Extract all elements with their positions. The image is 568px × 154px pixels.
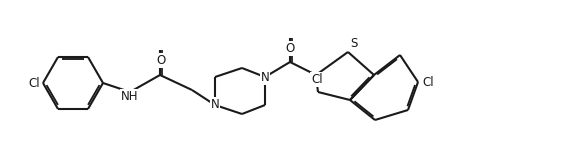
Text: NH: NH: [121, 90, 139, 103]
Text: O: O: [156, 54, 166, 67]
Text: S: S: [350, 37, 357, 50]
Text: O: O: [285, 42, 295, 55]
Text: N: N: [211, 99, 219, 111]
Text: Cl: Cl: [28, 77, 40, 89]
Text: Cl: Cl: [311, 73, 323, 86]
Text: Cl: Cl: [422, 75, 433, 89]
Text: N: N: [261, 71, 269, 83]
